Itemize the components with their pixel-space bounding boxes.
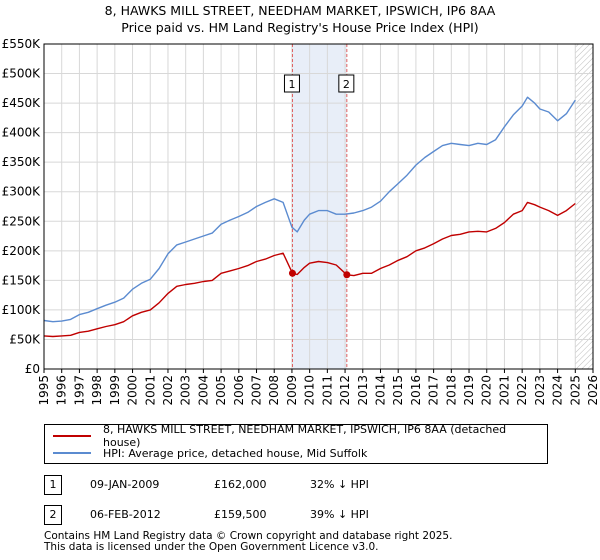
x-tick-label: 2008 <box>267 375 281 406</box>
transaction-price: £159,500 <box>214 508 267 521</box>
transaction-hpi-diff: 32% ↓ HPI <box>310 478 369 491</box>
y-tick-label: £250K <box>2 214 42 228</box>
x-tick-label: 2019 <box>462 375 476 406</box>
x-tick-label: 2018 <box>444 375 458 406</box>
sale-point <box>288 269 296 277</box>
chart-title-address: 8, HAWKS MILL STREET, NEEDHAM MARKET, IP… <box>104 3 496 18</box>
x-tick-label: 2002 <box>161 375 175 406</box>
x-tick-label: 2022 <box>515 375 529 406</box>
plot-frame <box>43 43 594 370</box>
y-tick-label: £500K <box>2 67 42 81</box>
transaction-row: 1 09-JAN-2009 £162,000 32% ↓ HPI <box>44 475 584 495</box>
y-tick-label: £350K <box>2 155 42 169</box>
x-tick-label: 1997 <box>72 375 86 406</box>
x-tick-label: 2009 <box>285 375 299 406</box>
sale-marker-label: 2 <box>343 78 350 91</box>
x-tick-label: 2014 <box>373 375 387 406</box>
legend-item-hpi: HPI: Average price, detached house, Mid … <box>53 445 367 461</box>
x-tick-label: 1996 <box>55 375 69 406</box>
shaded-period <box>292 44 347 369</box>
transaction-marker-badge: 2 <box>44 505 62 525</box>
transaction-price: £162,000 <box>214 478 267 491</box>
x-tick-label: 2025 <box>568 375 582 406</box>
transaction-marker-badge: 1 <box>44 475 62 495</box>
y-tick-label: £400K <box>2 126 42 140</box>
x-tick-label: 2024 <box>551 375 565 406</box>
property-price-line <box>43 201 576 338</box>
x-tick-label: 2026 <box>586 375 600 406</box>
x-tick-label: 1995 <box>37 375 51 406</box>
legend-swatch-property <box>53 435 91 437</box>
x-tick-label: 2003 <box>179 375 193 406</box>
footer: Contains HM Land Registry data © Crown c… <box>44 531 452 553</box>
sale-marker-label: 1 <box>288 78 295 91</box>
x-tick-label: 2013 <box>356 375 370 406</box>
chart-title-subtitle: Price paid vs. HM Land Registry's House … <box>121 20 479 35</box>
y-tick-label: £200K <box>2 244 42 258</box>
footer-copyright: Contains HM Land Registry data © Crown c… <box>44 530 453 542</box>
legend: 8, HAWKS MILL STREET, NEEDHAM MARKET, IP… <box>44 423 548 464</box>
legend-item-property: 8, HAWKS MILL STREET, NEEDHAM MARKET, IP… <box>53 423 547 449</box>
price-chart: £0 £50K £100K £150K £200K £250K £300K £350K £400… <box>2 37 600 406</box>
x-tick-label: 2017 <box>427 375 441 406</box>
transaction-date: 09-JAN-2009 <box>90 478 160 491</box>
transaction-date: 06-FEB-2012 <box>90 508 161 521</box>
x-tick-label: 2005 <box>214 375 228 406</box>
y-tick-label: £150K <box>2 273 42 287</box>
x-tick-label: 1998 <box>90 375 104 406</box>
sale-marker-box <box>283 74 300 93</box>
x-tick-label: 1999 <box>108 375 122 406</box>
x-tick-label: 2001 <box>143 375 157 406</box>
y-tick-label: £450K <box>2 96 42 110</box>
x-tick-label: 2006 <box>232 375 246 406</box>
hpi-line <box>43 96 576 323</box>
y-tick-label: £300K <box>2 185 42 199</box>
x-tick-label: 2016 <box>409 375 423 406</box>
x-tick-label: 2011 <box>320 375 334 406</box>
transaction-hpi-diff: 39% ↓ HPI <box>310 508 369 521</box>
x-tick-label: 2010 <box>303 375 317 406</box>
sale-point <box>343 271 351 279</box>
transaction-row: 2 06-FEB-2012 £159,500 39% ↓ HPI <box>44 505 584 525</box>
footer-licence: This data is licensed under the Open Gov… <box>44 541 379 553</box>
x-tick-label: 2023 <box>533 375 547 406</box>
legend-swatch-hpi <box>53 452 91 454</box>
forecast-hatch <box>575 44 593 369</box>
legend-label-hpi: HPI: Average price, detached house, Mid … <box>103 446 368 460</box>
y-tick-label: £0 <box>25 362 40 376</box>
x-tick-label: 2000 <box>126 375 140 406</box>
x-tick-label: 2007 <box>250 375 264 406</box>
y-tick-label: £550K <box>2 37 42 51</box>
sale-marker-box <box>338 74 355 93</box>
x-tick-label: 2004 <box>196 375 210 406</box>
x-tick-label: 2021 <box>497 375 511 406</box>
y-tick-label: £50K <box>9 332 41 346</box>
x-tick-label: 2020 <box>480 375 494 406</box>
x-tick-label: 2015 <box>391 375 405 406</box>
y-tick-label: £100K <box>2 303 42 317</box>
x-tick-label: 2012 <box>338 375 352 406</box>
legend-label-property: 8, HAWKS MILL STREET, NEEDHAM MARKET, IP… <box>103 423 507 449</box>
